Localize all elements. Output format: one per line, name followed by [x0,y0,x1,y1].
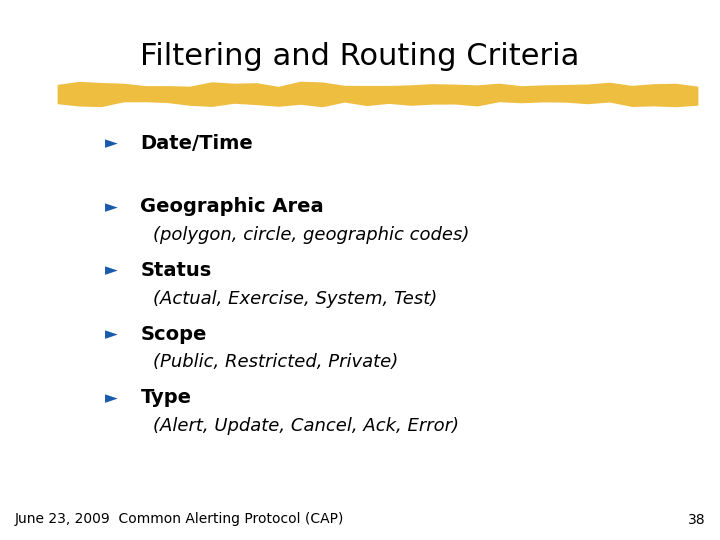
Text: (Alert, Update, Cancel, Ack, Error): (Alert, Update, Cancel, Ack, Error) [153,417,459,435]
Text: Status: Status [140,261,212,280]
Text: Filtering and Routing Criteria: Filtering and Routing Criteria [140,42,580,71]
Text: (Public, Restricted, Private): (Public, Restricted, Private) [153,353,399,372]
Text: Scope: Scope [140,325,207,344]
Text: Date/Time: Date/Time [140,133,253,153]
Text: (polygon, circle, geographic codes): (polygon, circle, geographic codes) [153,226,469,244]
Text: June 23, 2009  Common Alerting Protocol (CAP): June 23, 2009 Common Alerting Protocol (… [14,512,343,526]
Text: Type: Type [140,388,192,408]
Text: ►: ► [105,134,118,152]
Text: ►: ► [105,261,118,280]
Text: ►: ► [105,389,118,407]
Polygon shape [58,82,698,107]
Text: 38: 38 [688,512,706,526]
Text: (Actual, Exercise, System, Test): (Actual, Exercise, System, Test) [153,289,438,308]
Text: ►: ► [105,198,118,216]
Text: Geographic Area: Geographic Area [140,197,324,217]
Text: ►: ► [105,325,118,343]
